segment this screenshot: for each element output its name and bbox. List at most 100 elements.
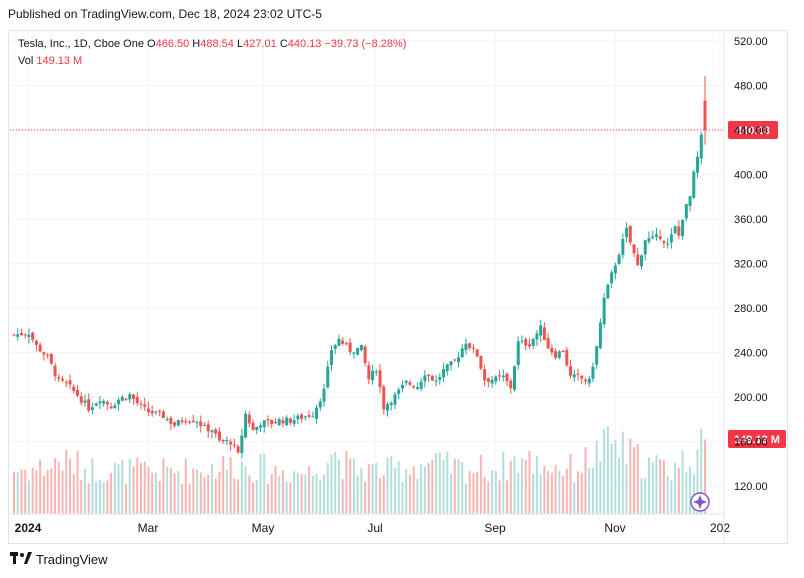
candle-body	[632, 244, 636, 254]
volume-bar	[606, 426, 609, 514]
candle-body	[389, 403, 393, 406]
candle-body	[565, 350, 569, 366]
candle-body	[307, 415, 311, 417]
candle-body	[423, 375, 427, 382]
candle-body	[371, 370, 375, 381]
volume-bar	[524, 460, 527, 514]
candle-body	[703, 100, 707, 130]
volume-bar	[16, 472, 19, 514]
candle-body	[501, 375, 505, 378]
candle-body	[266, 419, 270, 421]
candle-body	[225, 440, 229, 442]
volume-bar	[450, 474, 453, 514]
volume-bar	[431, 460, 434, 514]
candle-body	[195, 422, 199, 424]
candle-body	[647, 238, 651, 242]
volume-bar	[128, 459, 131, 514]
volume-bar	[42, 475, 45, 514]
legend: Tesla, Inc., 1D, Cboe One O466.50 H488.5…	[18, 36, 406, 70]
volume-bar	[319, 480, 322, 514]
candle-body	[344, 343, 348, 345]
candle-body	[542, 327, 546, 341]
volume-bar	[326, 463, 329, 514]
price-chart[interactable]: 440.13 149.13 M 520.00 480.00 440.00 400.00 3…	[8, 30, 788, 544]
volume-bar	[35, 470, 38, 514]
volume-bar	[435, 453, 438, 514]
candle-body	[374, 371, 378, 373]
volume-bar	[621, 431, 624, 514]
legend-high-label: H	[192, 38, 201, 50]
candle-body	[42, 352, 46, 355]
volume-bar	[595, 440, 598, 514]
volume-bar	[233, 478, 236, 514]
candle-body	[595, 346, 599, 365]
volume-bar	[80, 479, 83, 514]
volume-bar	[565, 468, 568, 514]
candle-body	[610, 272, 614, 284]
candle-body	[229, 441, 233, 445]
candle-body	[105, 402, 109, 405]
volume-bar	[379, 478, 382, 514]
volume-bar	[603, 428, 606, 514]
candle-body	[606, 284, 610, 299]
candle-body	[240, 435, 244, 454]
candle-body	[479, 355, 483, 369]
legend-volume: 149.13 M	[36, 55, 83, 67]
candle-body	[300, 414, 304, 419]
candle-body	[146, 408, 150, 413]
volume-bar	[125, 484, 128, 514]
candle-body	[244, 413, 248, 438]
candle-body	[79, 396, 83, 403]
volume-bar	[207, 474, 210, 514]
legend-symbol: Tesla, Inc., 1D, Cboe One	[18, 38, 144, 50]
candle-body	[535, 333, 539, 340]
candle-body	[38, 344, 42, 352]
candle-body	[109, 406, 113, 409]
candle-body	[520, 340, 524, 342]
volume-bar	[386, 457, 389, 514]
candle-body	[415, 387, 419, 389]
volume-bar	[110, 472, 113, 514]
candle-body	[684, 204, 688, 219]
candle-body	[255, 426, 259, 431]
candle-body	[576, 373, 580, 375]
volume-bar	[237, 479, 240, 514]
volume-bar	[614, 439, 617, 514]
volume-bar	[147, 467, 150, 514]
volume-bar	[625, 463, 628, 514]
legend-low-label: L	[236, 38, 244, 50]
volume-bar	[349, 458, 352, 514]
volume-bar	[240, 461, 243, 514]
volume-bar	[162, 458, 165, 514]
volume-bar	[535, 455, 538, 514]
y-tick-label: 400.00	[734, 170, 768, 182]
candle-body	[378, 370, 382, 388]
candle-body	[64, 382, 68, 384]
candle-body	[329, 350, 333, 365]
volume-bar	[136, 457, 139, 514]
candle-body	[341, 340, 345, 344]
volume-bar	[550, 472, 553, 514]
x-tick-label: 2024	[15, 521, 42, 535]
candle-body	[311, 416, 315, 418]
volume-bar	[442, 459, 445, 514]
candle-body	[322, 388, 326, 402]
candle-body	[75, 390, 79, 396]
candle-body	[143, 404, 147, 407]
volume-bar	[498, 480, 501, 514]
candle-body	[699, 134, 703, 159]
candle-body	[352, 352, 356, 354]
footer-brand[interactable]: TradingView	[10, 551, 108, 568]
candle-body	[288, 418, 292, 423]
candle-body	[688, 196, 692, 206]
volume-bar	[87, 483, 90, 514]
candle-body	[486, 378, 490, 382]
candle-body	[19, 333, 23, 336]
candle-body	[628, 225, 632, 243]
candle-body	[356, 347, 360, 355]
volume-bar	[203, 477, 206, 514]
candle-body	[397, 389, 401, 395]
candle-body	[636, 254, 640, 265]
candle-body	[120, 396, 124, 401]
volume-bar	[83, 468, 86, 514]
